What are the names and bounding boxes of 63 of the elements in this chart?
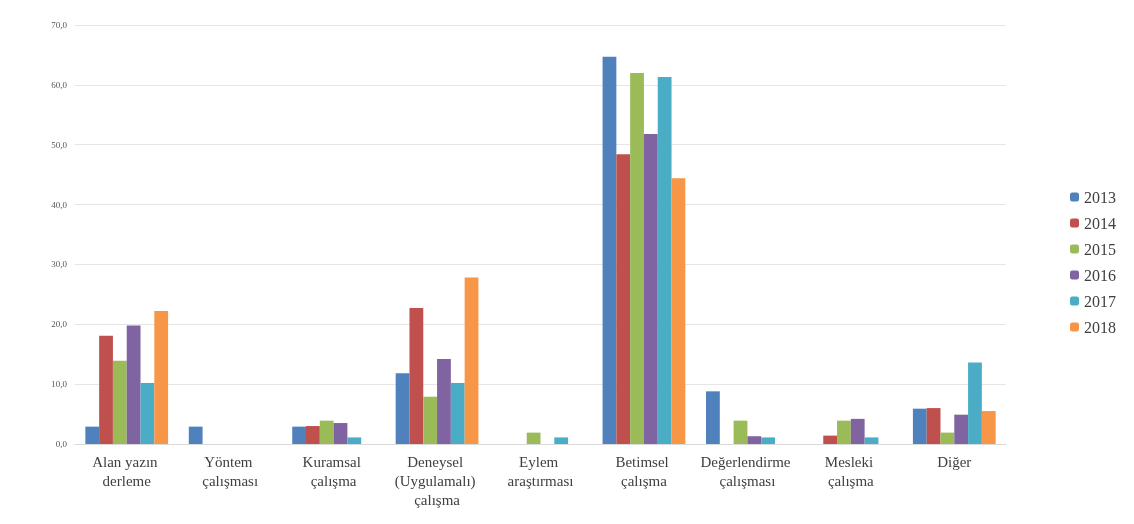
legend-label: 2018 [1084, 318, 1116, 336]
bar [450, 382, 465, 444]
y-tick-label: 40,0 [51, 199, 68, 210]
bar [671, 178, 686, 444]
bar [126, 325, 141, 444]
x-tick-label: Betimsel çalışma [615, 453, 673, 489]
x-tick-label: Yöntem çalışması [202, 453, 259, 489]
x-tick-label: Eylem araştırması [507, 453, 574, 489]
bar [140, 382, 155, 444]
legend-label: 2013 [1084, 188, 1116, 206]
bar [968, 362, 982, 444]
x-tick-label: Alan yazın derleme [92, 453, 162, 489]
bar [602, 56, 617, 444]
legend-label: 2014 [1084, 214, 1116, 232]
bar [554, 437, 569, 444]
bar [464, 277, 479, 444]
bar [99, 335, 113, 444]
bar [395, 373, 410, 444]
bar [954, 414, 969, 444]
bar [319, 420, 334, 444]
bar [643, 133, 658, 444]
bar [912, 408, 927, 444]
bar [630, 72, 644, 444]
bar [85, 426, 100, 444]
bar [747, 436, 762, 444]
bar [154, 311, 169, 444]
bar [733, 420, 748, 444]
bar [926, 408, 941, 444]
x-tick-label: Deneysel (Uygulamalı) çalışma [394, 453, 480, 508]
bar [112, 360, 127, 444]
bar [306, 426, 320, 444]
bar [188, 426, 203, 444]
y-tick-label: 20,0 [51, 319, 68, 330]
y-tick-label: 50,0 [51, 139, 68, 150]
x-tick-label: Diğer [937, 453, 972, 470]
bar [940, 432, 955, 444]
bar [437, 359, 451, 444]
bar [526, 432, 541, 444]
x-tick-label: Değerlendirme çalışması [700, 453, 795, 489]
bar [761, 437, 775, 444]
bar [981, 411, 996, 444]
y-tick-label: 10,0 [51, 379, 68, 390]
legend-label: 2015 [1084, 240, 1116, 258]
y-tick-label: 0,0 [55, 439, 68, 449]
y-tick-label: 70,0 [51, 20, 68, 30]
bar [850, 418, 865, 444]
x-tick-label: Mesleki çalışma [824, 453, 877, 489]
y-tick-label: 30,0 [51, 259, 68, 270]
bar [333, 423, 348, 444]
legend-label: 2017 [1084, 292, 1116, 310]
bar [864, 437, 879, 444]
bar [706, 391, 720, 444]
bar [423, 396, 438, 444]
bar [837, 420, 851, 444]
legend-label: 2016 [1084, 266, 1116, 284]
bar [292, 426, 307, 444]
bar [657, 77, 672, 444]
y-tick-label: 60,0 [51, 79, 68, 90]
x-tick-label: Kuramsal çalışma [302, 453, 365, 489]
bar [409, 308, 424, 444]
bar [347, 437, 362, 444]
bar [823, 435, 838, 444]
bar [616, 154, 631, 444]
